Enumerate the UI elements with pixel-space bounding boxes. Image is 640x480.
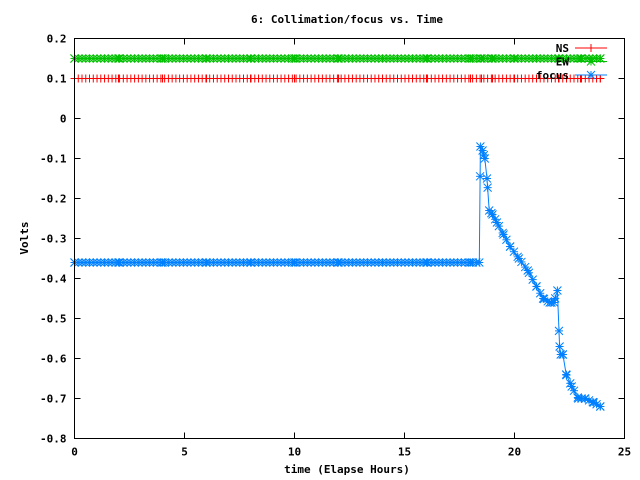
data-point: [202, 74, 211, 83]
x-tick-label: 20: [508, 446, 521, 459]
data-point: [422, 74, 431, 83]
data-point: [474, 258, 484, 267]
data-point: [475, 171, 485, 181]
legend-marker: [587, 44, 595, 52]
plot-frame: [74, 38, 625, 439]
data-point: [567, 382, 577, 391]
data-point: [558, 350, 568, 359]
data-point: [246, 258, 255, 267]
data-point: [553, 286, 562, 295]
series-focus: [70, 142, 605, 411]
y-tick-label: 0: [60, 113, 67, 126]
x-tick-label: 5: [181, 446, 188, 459]
data-point: [114, 54, 123, 63]
data-point: [114, 74, 123, 83]
series-ew: [70, 54, 605, 63]
x-axis-label: time (Elapse Hours): [284, 463, 410, 476]
x-tick-label: 25: [618, 446, 631, 459]
data-point: [290, 74, 299, 83]
data-point: [514, 254, 524, 263]
data-point: [478, 146, 487, 155]
x-tick-label: 0: [71, 446, 78, 459]
data-point: [483, 183, 492, 192]
data-point: [580, 394, 590, 403]
data-point: [466, 54, 475, 63]
data-point: [114, 258, 123, 267]
y-tick-label: 0.1: [47, 73, 67, 86]
series-ns: [70, 74, 605, 83]
data-point: [488, 210, 497, 219]
data-point: [378, 258, 387, 267]
y-tick-label: -0.7: [40, 393, 67, 406]
legend-label: NS: [556, 42, 569, 55]
data-point: [158, 74, 167, 83]
axis-ticks: 0 5 10 15 20 25 0.2 0.1 0 -0.1 -0.2 -0.3 -0.4 -0.5 -0.…: [40, 33, 631, 459]
y-tick-label: -0.4: [40, 273, 67, 286]
data-point: [477, 74, 486, 83]
y-tick-label: -0.2: [40, 193, 67, 206]
data-point: [334, 54, 343, 63]
data-point: [246, 74, 255, 83]
y-tick-label: -0.5: [40, 313, 67, 326]
legend-marker: [586, 70, 596, 80]
data-point: [492, 218, 502, 227]
data-point: [482, 174, 492, 183]
y-tick-label: -0.8: [40, 433, 67, 446]
data-point: [532, 54, 541, 63]
data-point: [596, 74, 605, 83]
data-point: [246, 54, 255, 63]
data-point: [499, 230, 508, 239]
data-point: [158, 54, 167, 63]
series-layer: [70, 54, 605, 411]
data-point: [158, 258, 167, 267]
data-point: [466, 74, 475, 83]
data-point: [202, 258, 211, 267]
data-point: [466, 258, 475, 267]
data-point: [509, 247, 519, 257]
data-point: [334, 258, 343, 267]
data-point: [334, 74, 343, 83]
data-point: [555, 342, 564, 351]
legend-marker: [586, 57, 596, 66]
y-tick-label: -0.3: [40, 233, 67, 246]
data-point: [480, 154, 490, 163]
data-point: [378, 54, 387, 63]
data-point: [505, 242, 515, 251]
data-point: [290, 258, 299, 267]
data-point: [202, 54, 211, 63]
data-point: [595, 402, 605, 411]
data-point: [554, 326, 564, 336]
y-tick-label: 0.2: [47, 33, 67, 46]
data-point: [510, 54, 519, 63]
data-point: [477, 54, 486, 63]
chart-title: 6: Collimation/focus vs. Time: [251, 13, 443, 26]
legend-label: focus: [536, 69, 569, 82]
y-tick-label: -0.6: [40, 353, 67, 366]
data-point: [476, 142, 485, 151]
data-point: [549, 298, 559, 307]
y-axis-label: Volts: [18, 221, 31, 254]
data-point: [576, 74, 585, 83]
legend-label: EW: [556, 56, 570, 69]
data-point: [422, 54, 431, 63]
y-tick-label: -0.1: [40, 153, 67, 166]
data-point: [488, 54, 497, 63]
data-point: [532, 74, 541, 83]
data-point: [422, 258, 431, 267]
data-point: [554, 74, 563, 83]
data-point: [523, 266, 533, 275]
series-line: [74, 144, 601, 407]
data-point: [532, 282, 541, 291]
data-point: [554, 54, 563, 63]
x-tick-label: 10: [288, 446, 301, 459]
data-point: [378, 74, 387, 83]
data-point: [488, 74, 497, 83]
data-point: [290, 54, 299, 63]
data-point: [561, 370, 571, 379]
x-tick-label: 15: [398, 446, 411, 459]
data-point: [510, 74, 519, 83]
